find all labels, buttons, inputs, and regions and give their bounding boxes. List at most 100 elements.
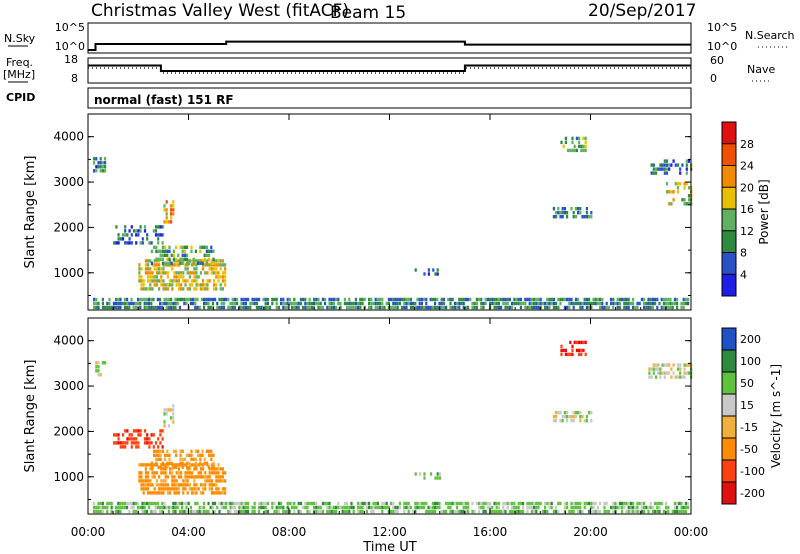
echo-cell	[117, 233, 120, 237]
echo-cell	[177, 491, 180, 495]
echo-cell	[489, 501, 492, 506]
echo-cell	[106, 305, 109, 310]
echo-cell	[665, 363, 669, 367]
echo-cell	[240, 305, 243, 310]
echo-cell	[522, 505, 525, 510]
echo-cell	[495, 301, 498, 306]
echo-cell	[148, 437, 151, 441]
echo-cell	[668, 190, 671, 194]
echo-cell	[341, 505, 344, 510]
echo-cell	[222, 501, 225, 506]
echo-cell	[471, 305, 474, 310]
echo-cell	[572, 305, 575, 310]
echo-cell	[573, 340, 576, 345]
echo-cell	[495, 505, 498, 510]
echo-cell	[414, 509, 417, 514]
echo-cell	[155, 263, 158, 267]
echo-cell	[117, 509, 120, 514]
echo-cell	[149, 271, 152, 275]
velocity-colorbar-level: 50	[740, 377, 754, 390]
echo-cell	[151, 275, 154, 279]
echo-cell	[143, 437, 147, 441]
echo-cell	[357, 305, 360, 310]
echo-cell	[147, 471, 150, 475]
echo-cell	[682, 297, 685, 302]
echo-cell	[188, 287, 191, 291]
echo-cell	[175, 257, 178, 261]
echo-cell	[182, 271, 185, 275]
echo-cell	[193, 475, 196, 479]
echo-cell	[219, 491, 222, 495]
echo-cell	[449, 509, 452, 514]
echo-cell	[220, 301, 223, 306]
echo-cell	[572, 301, 575, 306]
echo-cell	[128, 229, 131, 233]
echo-cell	[108, 297, 111, 302]
echo-cell	[656, 297, 659, 302]
echo-cell	[119, 441, 122, 445]
echo-cell	[330, 305, 333, 310]
echo-cell	[638, 509, 641, 514]
echo-cell	[676, 182, 680, 186]
echo-cell	[618, 297, 621, 302]
echo-cell	[297, 501, 300, 506]
echo-cell	[370, 301, 373, 306]
echo-cell	[97, 305, 100, 310]
echo-cell	[191, 271, 194, 275]
echo-cell	[467, 297, 470, 302]
echo-cell	[193, 491, 196, 495]
echo-cell	[187, 297, 190, 302]
velocity-colorbar-level: 200	[740, 333, 761, 346]
echo-cell	[530, 501, 533, 506]
echo-cell	[192, 457, 195, 461]
echo-cell	[511, 509, 514, 514]
echo-cell	[489, 505, 492, 510]
echo-cell	[196, 509, 199, 514]
echo-cell	[370, 305, 373, 310]
echo-cell	[398, 297, 401, 302]
echo-cell	[138, 271, 141, 275]
echo-cell	[148, 297, 151, 302]
echo-cell	[178, 305, 181, 310]
echo-cell	[247, 297, 250, 302]
echo-cell	[632, 305, 635, 310]
echo-cell	[685, 363, 688, 367]
echo-cell	[225, 505, 228, 510]
echo-cell	[197, 453, 200, 457]
echo-cell	[643, 505, 646, 510]
echo-cell	[162, 287, 165, 291]
echo-cell	[211, 509, 214, 514]
echo-cell	[161, 245, 164, 249]
echo-cell	[486, 501, 489, 506]
echo-cell	[203, 301, 206, 306]
echo-cell	[420, 501, 423, 506]
echo-cell	[603, 305, 606, 310]
echo-cell	[497, 501, 500, 506]
echo-cell	[585, 207, 588, 211]
echo-cell	[160, 479, 163, 483]
echo-cell	[202, 279, 205, 283]
echo-cell	[194, 461, 197, 465]
echo-cell	[659, 163, 662, 167]
echo-cell	[207, 501, 210, 506]
echo-cell	[150, 465, 153, 469]
echo-cell	[143, 441, 147, 445]
echo-cell	[449, 501, 452, 506]
echo-cell	[198, 305, 201, 310]
echo-cell	[418, 301, 421, 306]
echo-cell	[134, 509, 137, 514]
echo-cell	[166, 249, 169, 253]
echo-cell	[196, 305, 199, 310]
echo-cell	[313, 301, 316, 306]
echo-cell	[169, 491, 172, 495]
echo-cell	[376, 297, 379, 302]
echo-cell	[175, 283, 178, 287]
echo-cell	[603, 505, 606, 510]
echo-cell	[475, 301, 478, 306]
time-x-axis: 00:00 04:00 08:00 12:00 16:00 20:00 00:00	[71, 114, 708, 539]
echo-cell	[680, 501, 683, 506]
echo-cell	[150, 461, 153, 465]
echo-cell	[206, 479, 209, 483]
echo-cell	[188, 461, 191, 465]
echo-cell	[431, 501, 434, 506]
